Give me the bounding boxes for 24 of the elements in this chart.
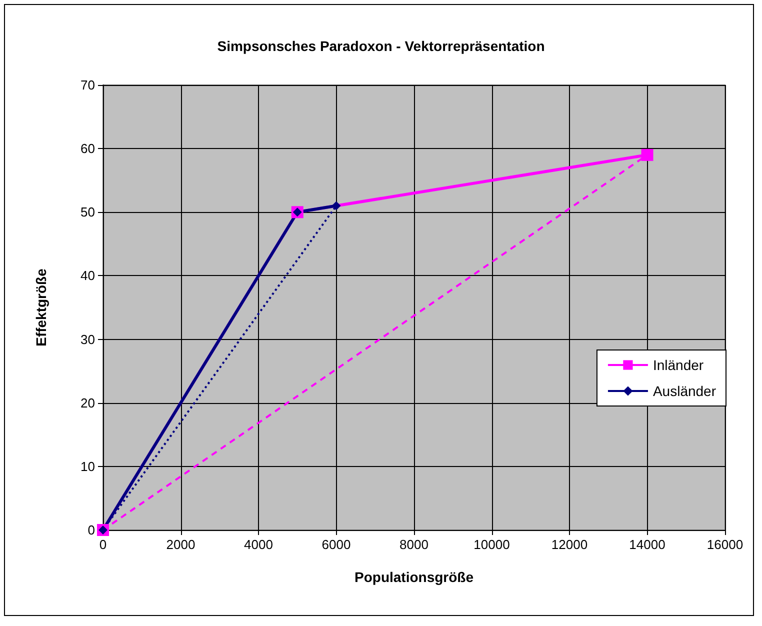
x-tick-label: 0 (99, 537, 107, 552)
x-tick-label: 8000 (400, 537, 428, 552)
y-tick-label: 0 (88, 522, 95, 538)
point (332, 201, 341, 210)
y-tick-label: 50 (80, 204, 95, 220)
x-axis-title: Populationsgröße (354, 569, 474, 585)
legend-label: Ausländer (652, 383, 716, 399)
x-tick-label: 6000 (322, 537, 351, 552)
y-tick-label: 30 (80, 332, 95, 347)
legend-label: Inländer (652, 357, 704, 373)
x-tick-label: 12000 (551, 537, 588, 552)
x-tick-label: 10000 (474, 537, 510, 552)
chart-title: Simpsonsches Paradoxon - Vektorrepräsentation (217, 38, 545, 54)
x-tick-label: 14000 (629, 537, 666, 552)
y-tick-label: 10 (80, 458, 95, 474)
x-tick-label: 4000 (244, 537, 273, 552)
y-tick-label: 70 (80, 78, 95, 92)
y-tick-label: 20 (80, 395, 95, 410)
x-tick-label: 16000 (706, 537, 744, 552)
y-tick-label: 40 (80, 268, 95, 284)
point (641, 148, 654, 161)
y-tick-label: 60 (80, 141, 95, 156)
y-axis-title: Effektgröße (33, 268, 49, 346)
x-tick-label: 2000 (166, 537, 196, 552)
